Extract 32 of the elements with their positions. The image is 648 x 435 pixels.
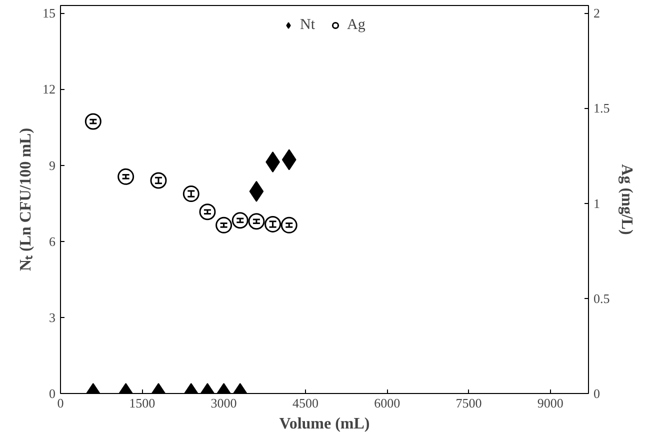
y-tick-label: 9 [49,158,56,173]
point [199,204,216,220]
point [118,168,134,185]
y2-tick-label: 1 [594,196,600,211]
point [280,216,298,234]
point [150,172,167,189]
y-tick-label: 6 [49,234,56,249]
point [84,113,102,130]
y-tick-label: 15 [42,6,56,21]
y2-axis-title: Ag (mg/L) [618,164,635,235]
x-tick-label: 7500 [456,396,482,410]
y2-tick-label: 0 [594,386,600,401]
point [216,216,232,234]
legend-label: Ag [347,16,366,34]
x-tick-label: 9000 [537,396,564,410]
point [264,216,282,232]
y2-tick-label: 1.5 [594,100,610,116]
point [232,212,248,229]
point [248,213,265,230]
x-tick-label: 3000 [210,396,237,410]
y-tick-label: 12 [42,82,56,97]
x-tick-label: 1500 [129,396,156,410]
y2-tick-label: 2 [594,6,600,21]
y-axis-title: Nₜ (Ln CFU/100 mL) [18,128,34,272]
y-tick-label: 3 [49,310,56,325]
point [182,186,200,202]
legend-label: Nt [300,16,316,34]
y-tick-label: 0 [49,386,56,401]
y2-tick-label: 0.5 [594,290,610,306]
x-tick-label: 4500 [292,396,318,410]
x-axis-title: Volume (mL) [279,416,370,432]
x-tick-label: 6000 [374,396,400,410]
